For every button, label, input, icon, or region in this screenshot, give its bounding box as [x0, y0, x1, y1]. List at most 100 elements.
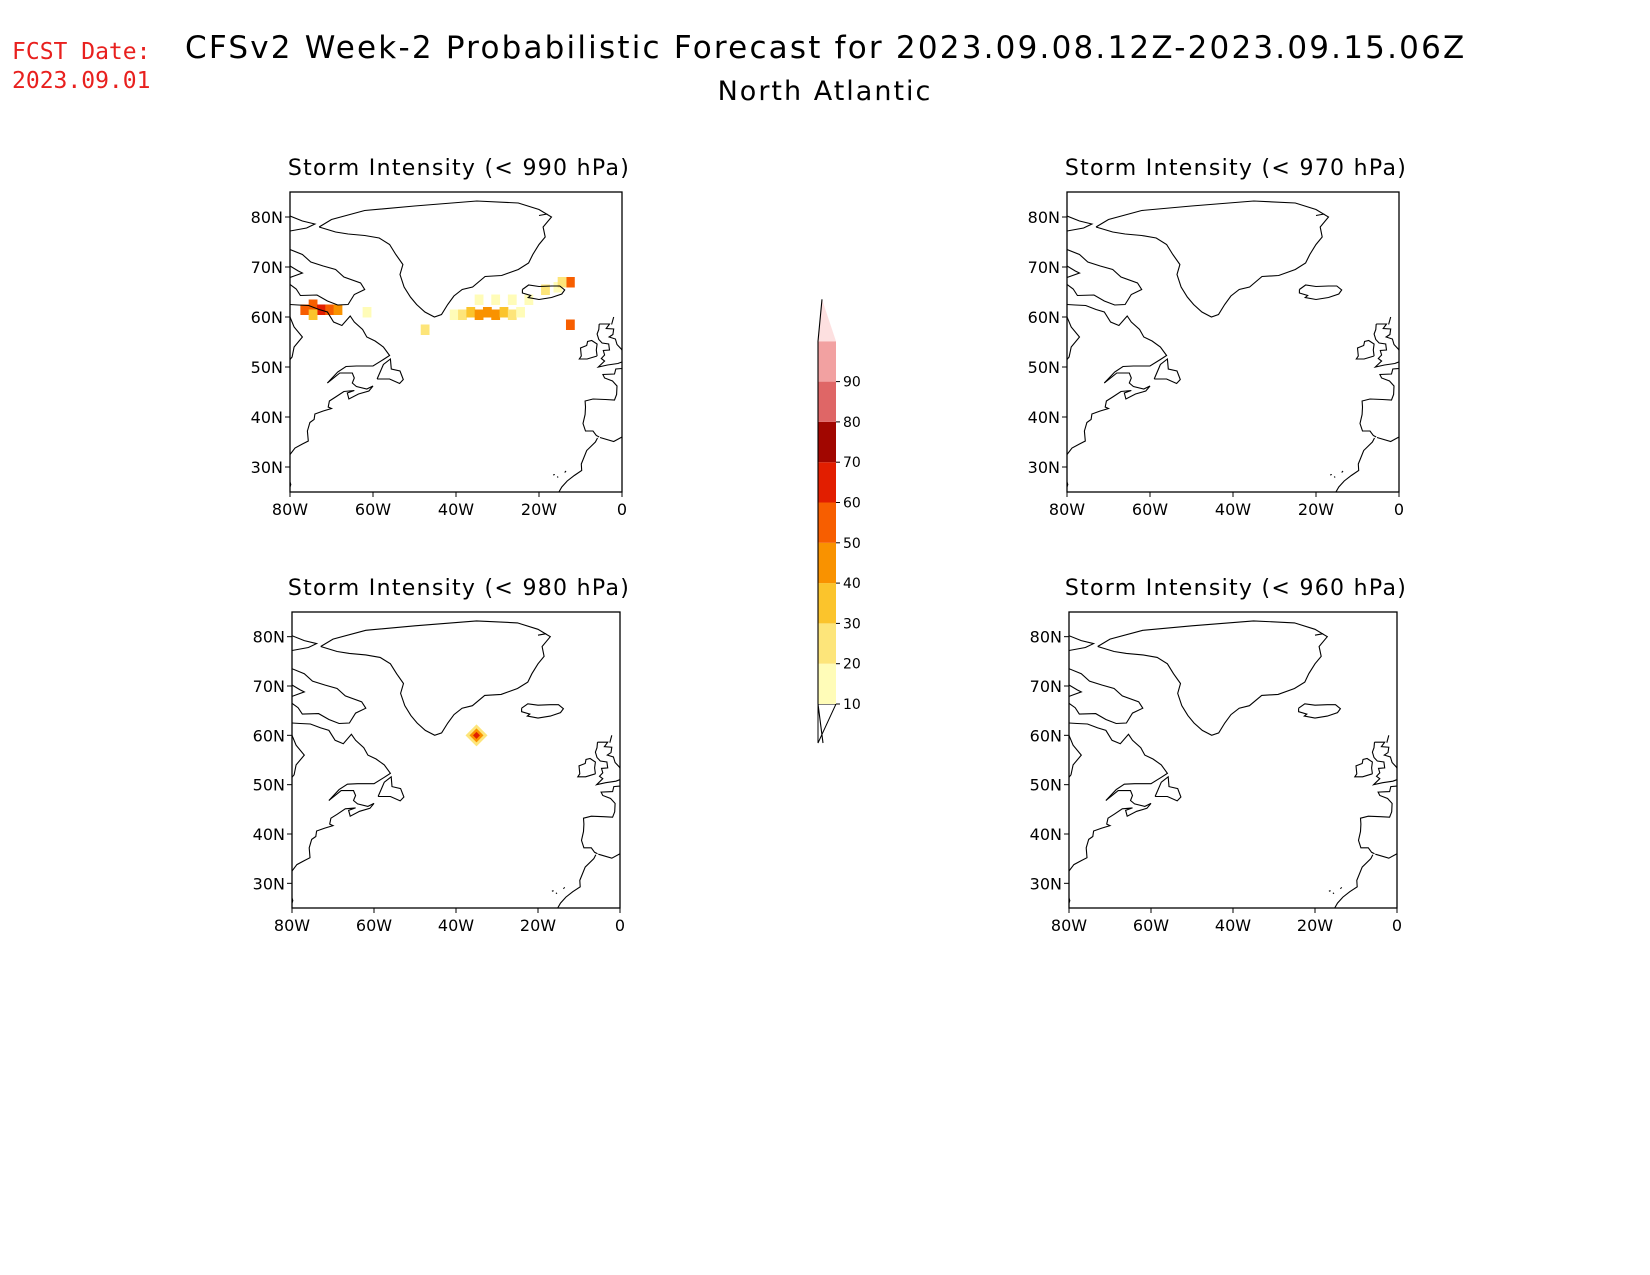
probability-cell: [491, 309, 501, 320]
colorbar-label: 50: [843, 536, 861, 552]
forecast-date-value: 2023.09.01: [12, 68, 151, 94]
coastline: [1339, 886, 1343, 890]
coastline: [1373, 323, 1399, 368]
lat-tick-label: 60N: [251, 308, 283, 327]
coastline: [1416, 706, 1434, 736]
colorbar-label: 40: [843, 576, 861, 592]
coastline: [537, 633, 547, 636]
page-title: CFSv2 Week-2 Probabilistic Forecast for …: [185, 30, 1467, 66]
colorbar-label: 60: [843, 496, 861, 512]
coastline: [1069, 735, 1083, 778]
probability-cell: [473, 731, 480, 739]
coastline: [1069, 897, 1071, 904]
coastline: [557, 854, 597, 908]
coastline: [1095, 200, 1330, 318]
probability-cell: [362, 307, 372, 318]
coastline: [1067, 265, 1081, 279]
lon-tick-label: 40W: [1215, 916, 1251, 935]
probability-cell: [553, 282, 563, 293]
coastline: [1097, 620, 1329, 736]
lon-tick-label: 40W: [438, 500, 474, 519]
coastline: [1388, 316, 1392, 325]
coastline: [551, 890, 554, 892]
lat-tick-label: 50N: [253, 776, 285, 795]
coastline: [1067, 303, 1168, 384]
coastline: [609, 735, 613, 743]
coastline: [1069, 668, 1144, 725]
colorbar-segment: [818, 462, 836, 503]
probability-cell: [507, 309, 517, 320]
colorbar-segment: [818, 381, 836, 422]
lon-tick-label: 80W: [274, 916, 310, 935]
lat-tick-label: 70N: [1028, 258, 1060, 277]
coastline: [290, 215, 317, 232]
coastline: [292, 735, 306, 778]
map-content: [290, 200, 622, 492]
coastline: [1154, 775, 1182, 802]
coastline: [1386, 735, 1390, 743]
probability-cell: [541, 284, 550, 295]
coastline: [292, 897, 294, 904]
map-frame: [289, 191, 623, 493]
coastline: [1069, 684, 1083, 697]
probability-cell: [308, 299, 318, 310]
probability-cell: [333, 304, 343, 315]
probability-cell: [420, 324, 430, 335]
colorbar-label: 10: [843, 697, 861, 713]
lat-tick-label: 30N: [1030, 874, 1062, 893]
coastline: [1067, 481, 1069, 488]
map-content: [1069, 620, 1434, 908]
coastline: [1069, 722, 1169, 801]
lon-tick-label: 60W: [356, 916, 392, 935]
probability-cell: [316, 304, 326, 315]
coastline: [320, 620, 552, 736]
coastline: [596, 323, 622, 368]
coastline: [290, 481, 292, 488]
probability-cell: [557, 277, 567, 288]
lon-tick-label: 20W: [1298, 500, 1334, 519]
coastline: [562, 886, 566, 890]
lon-tick-label: 0: [1392, 916, 1402, 935]
coastline: [1067, 316, 1081, 360]
lon-tick-label: 20W: [521, 500, 557, 519]
probability-cell: [565, 277, 575, 288]
colorbar-label: 70: [843, 455, 861, 471]
lon-tick-label: 60W: [355, 500, 391, 519]
coastline: [599, 436, 622, 443]
lat-tick-label: 40N: [253, 825, 285, 844]
lat-tick-label: 40N: [1030, 825, 1062, 844]
coastline: [1335, 437, 1375, 492]
coastline: [582, 367, 622, 438]
colorbar-segment: [818, 583, 836, 624]
coastline: [1069, 790, 1152, 872]
coastline: [552, 473, 555, 476]
coastline: [521, 703, 565, 719]
coastline: [292, 684, 306, 697]
coastline: [290, 248, 366, 306]
colorbar-segment: [818, 542, 836, 584]
coastline: [292, 635, 319, 652]
coastline: [290, 316, 304, 360]
lon-tick-label: 20W: [1297, 916, 1333, 935]
map-panel-990-hpa: Storm Intensity (< 990 hPa) 80N 70N 60N 50N 4…: [251, 156, 629, 519]
coastline: [576, 757, 596, 778]
panel-title: Storm Intensity (< 970 hPa): [1065, 156, 1407, 181]
lat-tick-label: 50N: [1028, 358, 1060, 377]
probability-cell: [474, 294, 484, 305]
coastline: [1067, 372, 1151, 455]
colorbar-label: 30: [843, 616, 861, 632]
coastline: [611, 316, 615, 325]
coastline: [1355, 339, 1375, 360]
lon-tick-label: 40W: [438, 916, 474, 935]
coastline: [538, 213, 548, 217]
colorbar-segment: [818, 421, 836, 463]
lon-tick-label: 0: [617, 500, 627, 519]
coastline: [639, 706, 657, 736]
lon-tick-label: 80W: [1049, 500, 1085, 519]
probability-cell: [565, 319, 575, 330]
coastline: [521, 284, 566, 301]
probability-cell: [469, 728, 484, 743]
colorbar-label: 90: [843, 375, 861, 391]
map-panel-970-hpa: Storm Intensity (< 970 hPa) 80N 70N 60N 50N 4…: [1028, 156, 1407, 519]
map-frame: [1068, 611, 1398, 909]
